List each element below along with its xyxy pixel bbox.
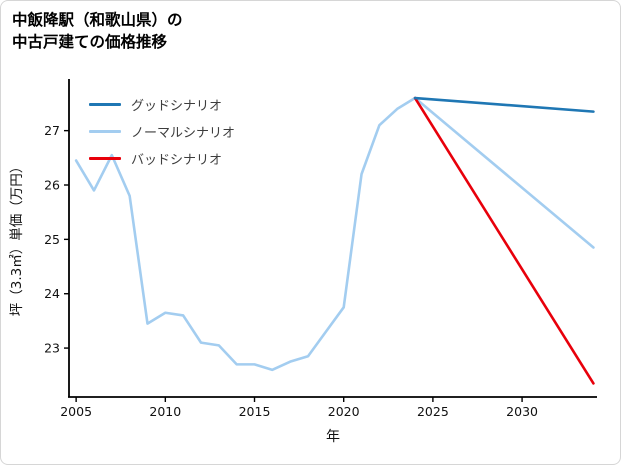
chart-title-line2: 中古戸建ての価格推移 [12, 33, 168, 52]
legend-item-bad: バッドシナリオ [89, 145, 235, 172]
y-tick-label: 26 [44, 178, 60, 193]
series-line-2 [413, 96, 595, 385]
legend-label-good: グッドシナリオ [131, 99, 223, 114]
normal-scenario-line-swatch [89, 130, 121, 133]
chart-title: 中飯降駅（和歌山県）の 中古戸建ての価格推移 [12, 9, 183, 54]
legend-label-bad: バッドシナリオ [131, 153, 223, 168]
good-scenario-line-swatch [89, 103, 121, 106]
x-axis-label: 年 [326, 429, 340, 445]
legend-item-normal: ノーマルシナリオ [89, 118, 235, 145]
y-tick-label: 24 [44, 286, 60, 301]
x-tick-label: 2015 [239, 404, 271, 419]
y-tick-label: 23 [44, 341, 60, 356]
x-tick-label: 2010 [149, 404, 181, 419]
legend-label-normal: ノーマルシナリオ [131, 126, 236, 141]
series-line-0 [413, 96, 595, 113]
x-tick-label: 2025 [417, 404, 449, 419]
chart-legend: グッドシナリオ ノーマルシナリオ バッドシナリオ [89, 91, 235, 172]
y-axis-label: 坪（3.3㎡）単価（万円） [9, 160, 25, 316]
legend-item-good: グッドシナリオ [89, 91, 235, 118]
series-line-1 [74, 96, 595, 372]
x-tick-label: 2030 [506, 404, 538, 419]
x-tick-label: 2020 [328, 404, 360, 419]
chart-title-line1: 中飯降駅（和歌山県）の [12, 11, 183, 29]
x-tick-label: 2005 [60, 404, 92, 419]
bad-scenario-line-swatch [89, 157, 121, 160]
y-tick-label: 27 [44, 123, 60, 138]
y-tick-label: 25 [44, 232, 60, 247]
